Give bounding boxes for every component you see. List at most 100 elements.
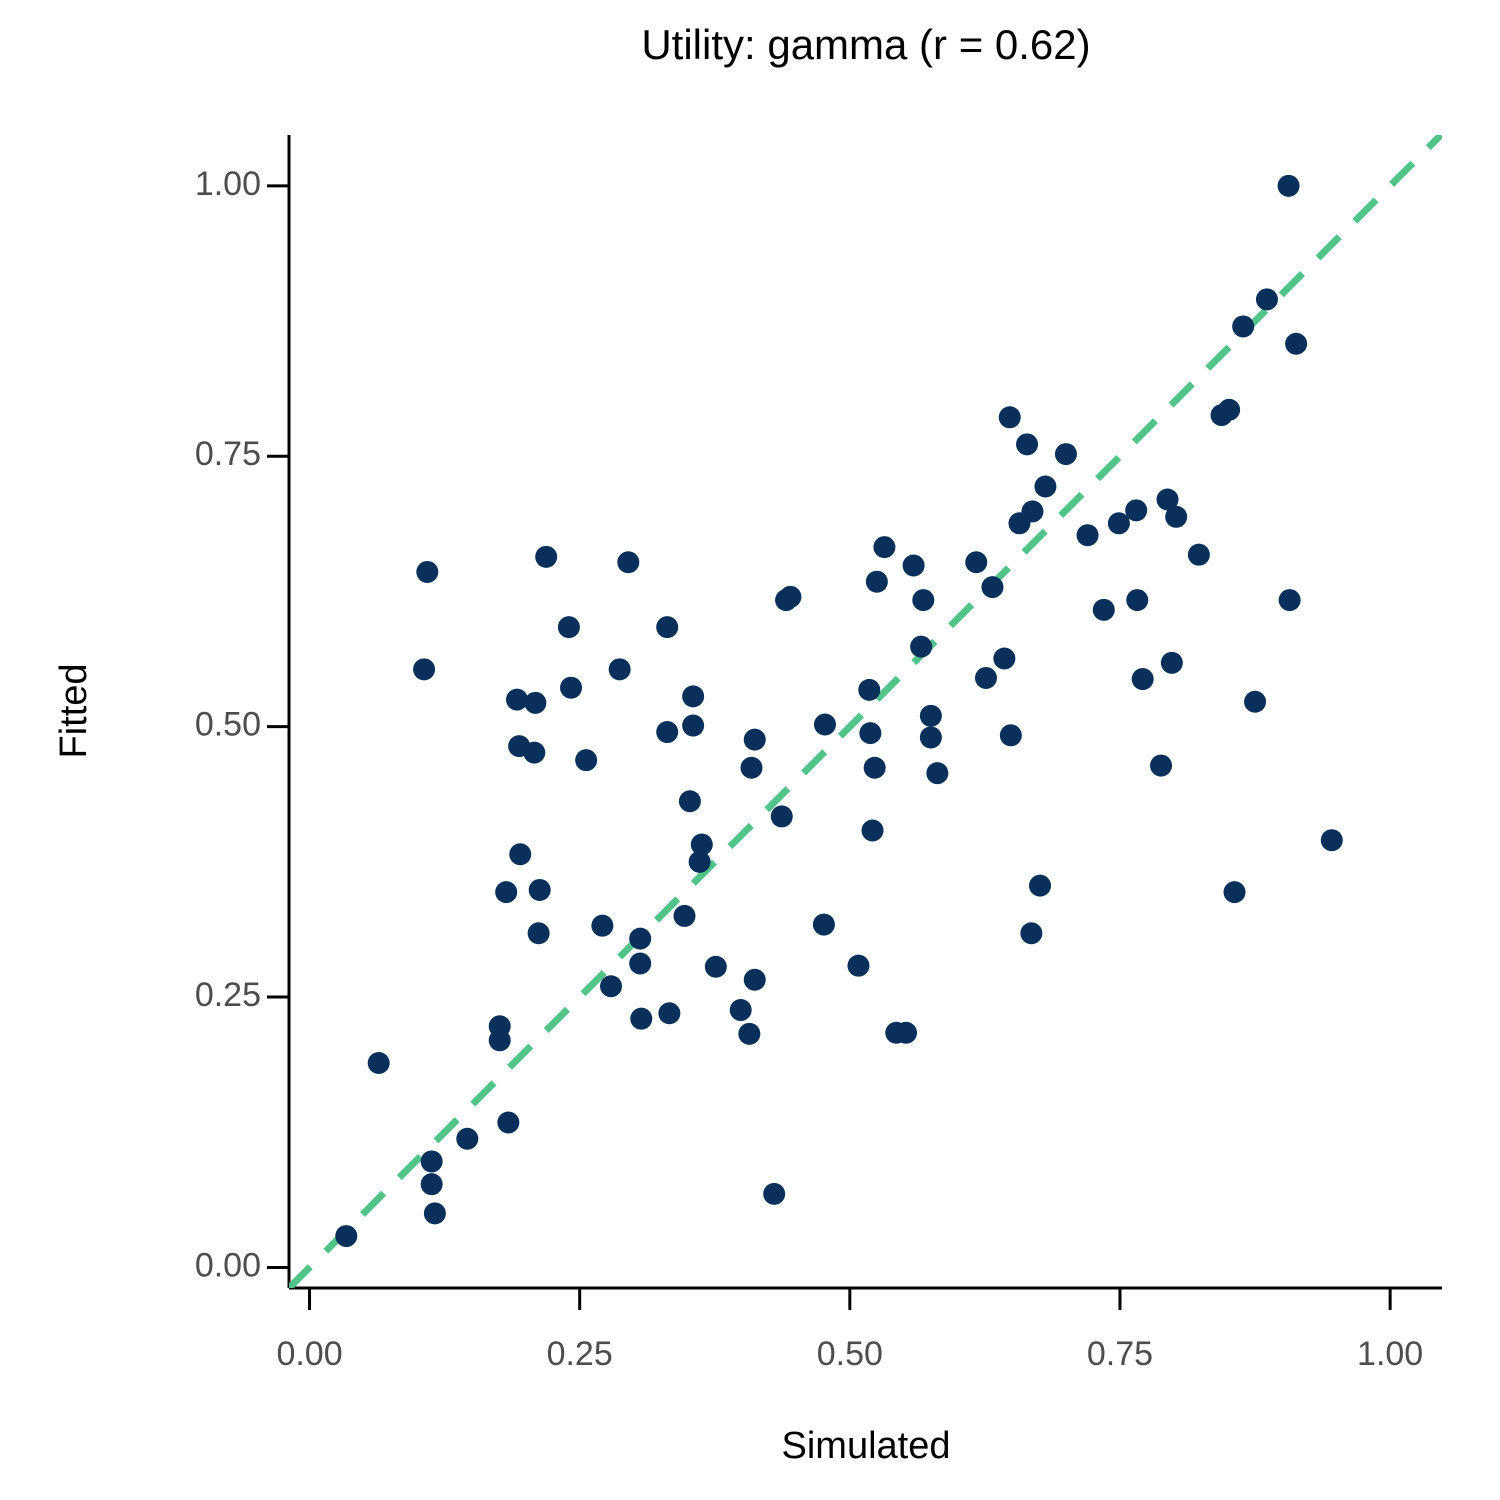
x-tick-label: 0.00: [276, 1335, 342, 1373]
y-tick-label: 0.75: [195, 435, 261, 473]
point: [629, 927, 652, 950]
point: [1107, 512, 1130, 535]
point: [847, 954, 870, 977]
point: [682, 714, 705, 737]
point: [1054, 443, 1077, 466]
point: [912, 589, 935, 612]
point: [1021, 500, 1044, 523]
point: [863, 756, 886, 779]
point: [673, 904, 696, 927]
point: [1131, 668, 1154, 691]
point: [919, 704, 942, 727]
point: [656, 721, 679, 744]
point: [575, 749, 598, 772]
point: [895, 1021, 918, 1044]
point: [690, 833, 713, 856]
point: [813, 713, 836, 736]
y-tick-label: 0.50: [195, 706, 261, 744]
point: [1156, 488, 1179, 511]
point: [524, 691, 547, 714]
point: [1126, 589, 1149, 612]
point: [497, 1111, 520, 1134]
x-axis-title: Simulated: [782, 1425, 951, 1467]
point: [1255, 288, 1278, 311]
point: [1020, 922, 1043, 945]
point: [1076, 524, 1099, 547]
point: [656, 616, 679, 639]
point: [965, 551, 988, 574]
point: [629, 952, 652, 975]
point: [910, 635, 933, 658]
point: [763, 1182, 786, 1205]
point: [1160, 651, 1183, 674]
point: [743, 968, 766, 991]
point: [1244, 690, 1267, 713]
point: [509, 843, 532, 866]
point: [682, 685, 705, 708]
point: [926, 762, 949, 785]
point: [456, 1127, 479, 1150]
point: [993, 647, 1016, 670]
point: [416, 560, 439, 583]
point: [495, 881, 518, 904]
point: [557, 616, 580, 639]
point: [770, 805, 793, 828]
y-tick-label: 0.00: [195, 1246, 261, 1284]
point: [1187, 543, 1210, 566]
x-tick-label: 0.75: [1087, 1335, 1153, 1373]
point: [600, 975, 623, 998]
point: [506, 688, 529, 711]
point: [1277, 174, 1300, 197]
point: [523, 741, 546, 764]
point: [974, 666, 997, 689]
point: [704, 955, 727, 978]
point: [1223, 881, 1246, 904]
point: [1320, 829, 1343, 852]
point: [1150, 754, 1173, 777]
point: [1165, 505, 1188, 528]
point: [1125, 499, 1148, 522]
point: [919, 726, 942, 749]
point: [1232, 315, 1255, 338]
point: [779, 585, 802, 608]
point: [420, 1150, 443, 1173]
point: [1278, 589, 1301, 612]
point: [999, 724, 1022, 747]
point: [423, 1202, 446, 1225]
point: [902, 554, 925, 577]
point: [488, 1029, 511, 1052]
point: [560, 676, 583, 699]
y-tick-label: 1.00: [195, 165, 261, 203]
x-tick-label: 0.50: [817, 1335, 883, 1373]
point: [528, 878, 551, 901]
point: [367, 1052, 390, 1075]
point: [1029, 874, 1052, 897]
point: [678, 790, 701, 813]
point: [859, 722, 882, 745]
point: [658, 1002, 681, 1025]
x-tick-label: 1.00: [1357, 1335, 1423, 1373]
point: [858, 678, 881, 701]
x-tick-label: 0.25: [547, 1335, 613, 1373]
point: [608, 658, 631, 681]
point: [865, 570, 888, 593]
point: [812, 913, 835, 936]
y-tick-label: 0.25: [195, 976, 261, 1014]
point: [413, 658, 436, 681]
point: [1218, 398, 1241, 421]
point: [981, 576, 1004, 599]
chart-title: Utility: gamma (r = 0.62): [641, 21, 1090, 68]
point: [861, 819, 884, 842]
point: [729, 999, 752, 1022]
point: [873, 536, 896, 559]
point: [738, 1022, 761, 1045]
point: [1034, 475, 1057, 498]
point: [617, 551, 640, 574]
point: [1092, 598, 1115, 621]
point: [688, 850, 711, 873]
point: [630, 1007, 653, 1030]
point: [591, 914, 614, 937]
point: [335, 1225, 358, 1248]
point: [740, 756, 763, 779]
